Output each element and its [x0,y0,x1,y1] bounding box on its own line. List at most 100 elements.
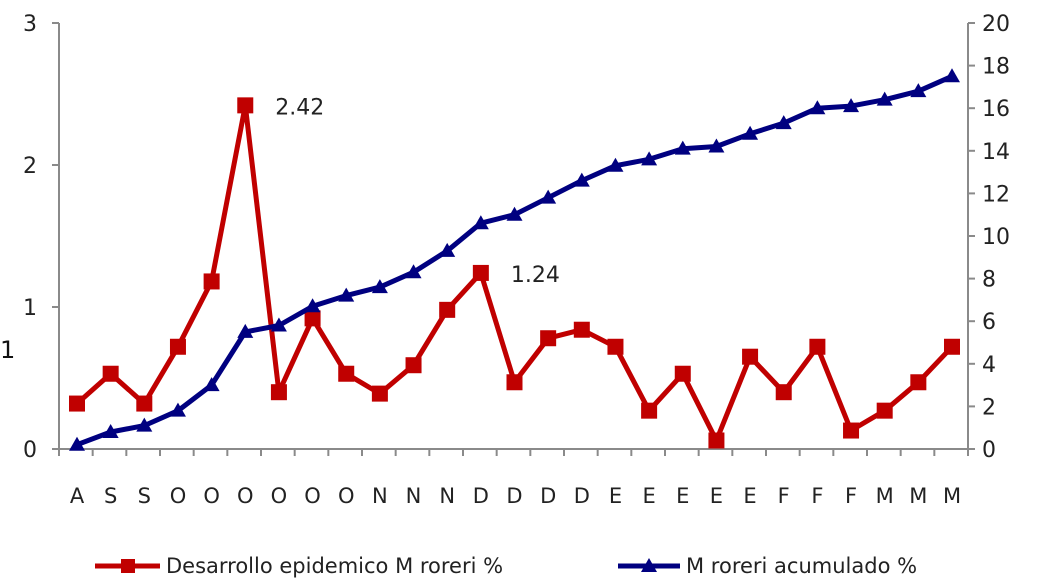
data-point-triangle [742,125,759,140]
right-y-tick-label: 16 [982,97,1010,122]
left-y-tick-label: 3 [23,12,37,37]
series-desarrollo [69,97,960,449]
x-category-label: O [170,484,187,508]
right-y-tick-label: 6 [982,310,996,335]
data-point-square [169,338,186,355]
x-category-label: O [338,484,355,508]
data-point-triangle [708,138,725,153]
data-point-square [439,301,456,318]
data-point-triangle [203,377,220,392]
data-point-triangle [641,151,658,166]
data-point-triangle [876,91,893,106]
data-point-triangle [472,215,489,230]
x-category-label: O [237,484,254,508]
data-point-square [338,365,355,382]
legend-label-acumulado: M roreri acumulado % [686,554,917,578]
data-point-triangle [439,242,456,257]
x-category-label: N [439,484,455,508]
left-y-tick-label: 1 [23,296,37,321]
data-point-triangle [944,68,960,83]
right-y-tick-label: 20 [982,12,1010,37]
x-category-label: O [271,484,288,508]
x-category-label: O [203,484,220,508]
x-category-label: A [70,484,85,508]
data-point-square [775,384,792,401]
x-category-label: N [372,484,388,508]
x-category-label: E [642,484,655,508]
data-point-triangle [607,157,624,172]
x-category-label: F [845,484,857,508]
data-point-square [270,384,287,401]
right-y-tick-label: 14 [982,140,1010,165]
data-label: 1.24 [511,263,560,288]
legend-swatch-marker-square [121,559,135,573]
data-point-square [540,330,557,347]
data-point-triangle [674,140,691,155]
data-point-square [472,264,489,281]
data-point-triangle [338,287,355,302]
legend-item-acumulado: M roreri acumulado % [618,554,917,578]
data-point-triangle [573,172,590,187]
right-y-tick-label: 12 [982,182,1010,207]
right-y-ticks: 0 2 4 6 8 10 12 14 16 18 20 [968,12,1010,463]
x-category-label: S [138,484,151,508]
data-point-triangle [169,402,186,417]
data-point-triangle [775,115,792,130]
series-acumulado [69,68,960,451]
data-point-square [203,273,220,290]
data-point-triangle [540,189,557,204]
legend-item-desarrollo: Desarrollo epidemico M roreri % [95,554,503,578]
data-point-square [910,374,927,391]
x-category-label: E [710,484,723,508]
right-y-tick-label: 8 [982,268,996,293]
annotations: 2.42 1.24 [275,95,560,288]
data-point-square [944,338,960,355]
data-point-square [843,422,860,439]
x-category-label: D [540,484,556,508]
right-y-tick-label: 2 [982,395,996,420]
data-point-square [674,365,691,382]
legend-label-desarrollo: Desarrollo epidemico M roreri % [166,554,503,578]
right-y-tick-label: 4 [982,353,996,378]
x-category-label: O [304,484,321,508]
data-point-triangle [506,206,523,221]
x-category-label: M [876,484,894,508]
right-y-tick-label: 18 [982,55,1010,80]
right-y-tick-label: 0 [982,438,996,463]
x-category-label: M [909,484,927,508]
data-point-triangle [371,279,388,294]
legend-swatch-marker-triangle [641,558,657,572]
data-point-triangle [809,100,826,115]
data-point-triangle [405,264,422,279]
data-label: 2.42 [275,95,324,120]
data-point-triangle [910,83,927,98]
x-category-label: E [609,484,622,508]
x-category-label: D [574,484,590,508]
data-point-triangle [843,98,860,113]
data-point-triangle [304,298,321,313]
data-point-square [809,338,826,355]
series [69,68,960,451]
data-point-square [506,374,523,391]
data-point-triangle [270,317,287,332]
x-category-label: N [406,484,422,508]
data-point-square [69,395,85,412]
data-point-square [573,321,590,338]
x-category-label: M [943,484,961,508]
stray-label: 1 [0,336,15,364]
legend: Desarrollo epidemico M roreri % M roreri… [95,554,917,578]
data-point-triangle [69,436,85,451]
data-point-triangle [237,323,254,338]
x-category-label: E [743,484,756,508]
data-point-triangle [102,423,119,438]
data-point-square [136,395,153,412]
x-category-label: F [811,484,823,508]
data-point-square [371,385,388,402]
x-category-label: F [778,484,790,508]
data-point-triangle [136,417,153,432]
data-point-square [304,310,321,327]
